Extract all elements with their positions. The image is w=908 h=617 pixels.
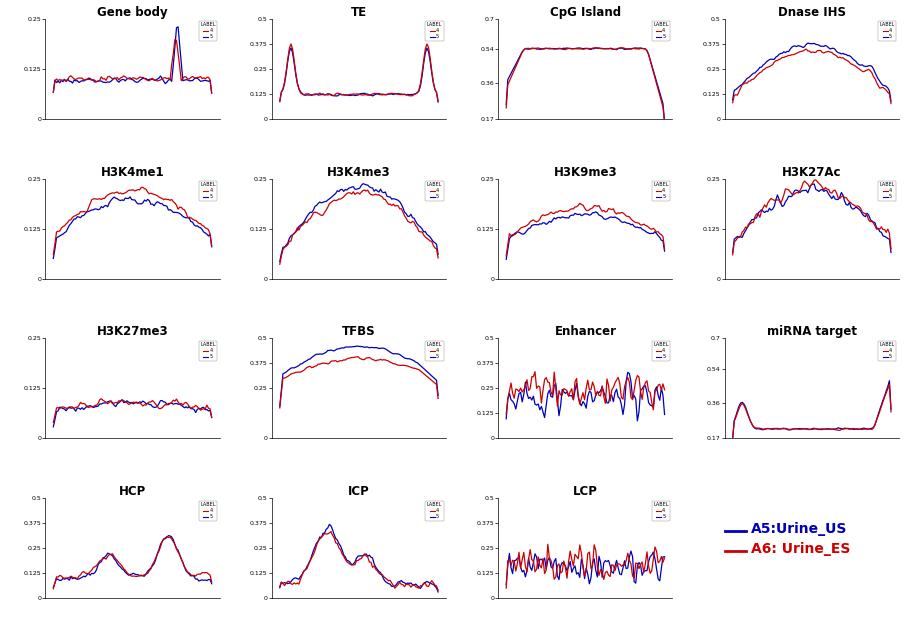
Legend: 4, 5: 4, 5: [425, 21, 444, 41]
Legend: 4, 5: 4, 5: [199, 341, 217, 361]
Legend: 4, 5: 4, 5: [878, 21, 896, 41]
Title: TE: TE: [350, 6, 367, 19]
Legend: 4, 5: 4, 5: [652, 21, 670, 41]
Title: H3K4me1: H3K4me1: [101, 165, 164, 178]
Legend: 4, 5: 4, 5: [425, 341, 444, 361]
Legend: 4, 5: 4, 5: [652, 181, 670, 201]
Text: A6: Urine_ES: A6: Urine_ES: [751, 542, 850, 557]
Title: miRNA target: miRNA target: [767, 326, 857, 339]
Title: Dnase IHS: Dnase IHS: [778, 6, 846, 19]
Title: ICP: ICP: [348, 486, 370, 499]
Legend: 4, 5: 4, 5: [878, 181, 896, 201]
Legend: 4, 5: 4, 5: [425, 181, 444, 201]
Text: A5:Urine_US: A5:Urine_US: [751, 523, 847, 537]
Legend: 4, 5: 4, 5: [199, 501, 217, 521]
Title: LCP: LCP: [573, 486, 597, 499]
Title: Enhancer: Enhancer: [555, 326, 617, 339]
Legend: 4, 5: 4, 5: [199, 21, 217, 41]
Legend: 4, 5: 4, 5: [652, 341, 670, 361]
Title: CpG Island: CpG Island: [550, 6, 621, 19]
Legend: 4, 5: 4, 5: [425, 501, 444, 521]
Title: TFBS: TFBS: [342, 326, 376, 339]
Title: H3K9me3: H3K9me3: [554, 165, 617, 178]
Title: H3K27me3: H3K27me3: [96, 326, 168, 339]
Legend: 4, 5: 4, 5: [199, 181, 217, 201]
Title: H3K4me3: H3K4me3: [327, 165, 390, 178]
Title: Gene body: Gene body: [97, 6, 168, 19]
Legend: 4, 5: 4, 5: [652, 501, 670, 521]
Legend: 4, 5: 4, 5: [878, 341, 896, 361]
Title: HCP: HCP: [119, 486, 146, 499]
Title: H3K27Ac: H3K27Ac: [782, 165, 842, 178]
